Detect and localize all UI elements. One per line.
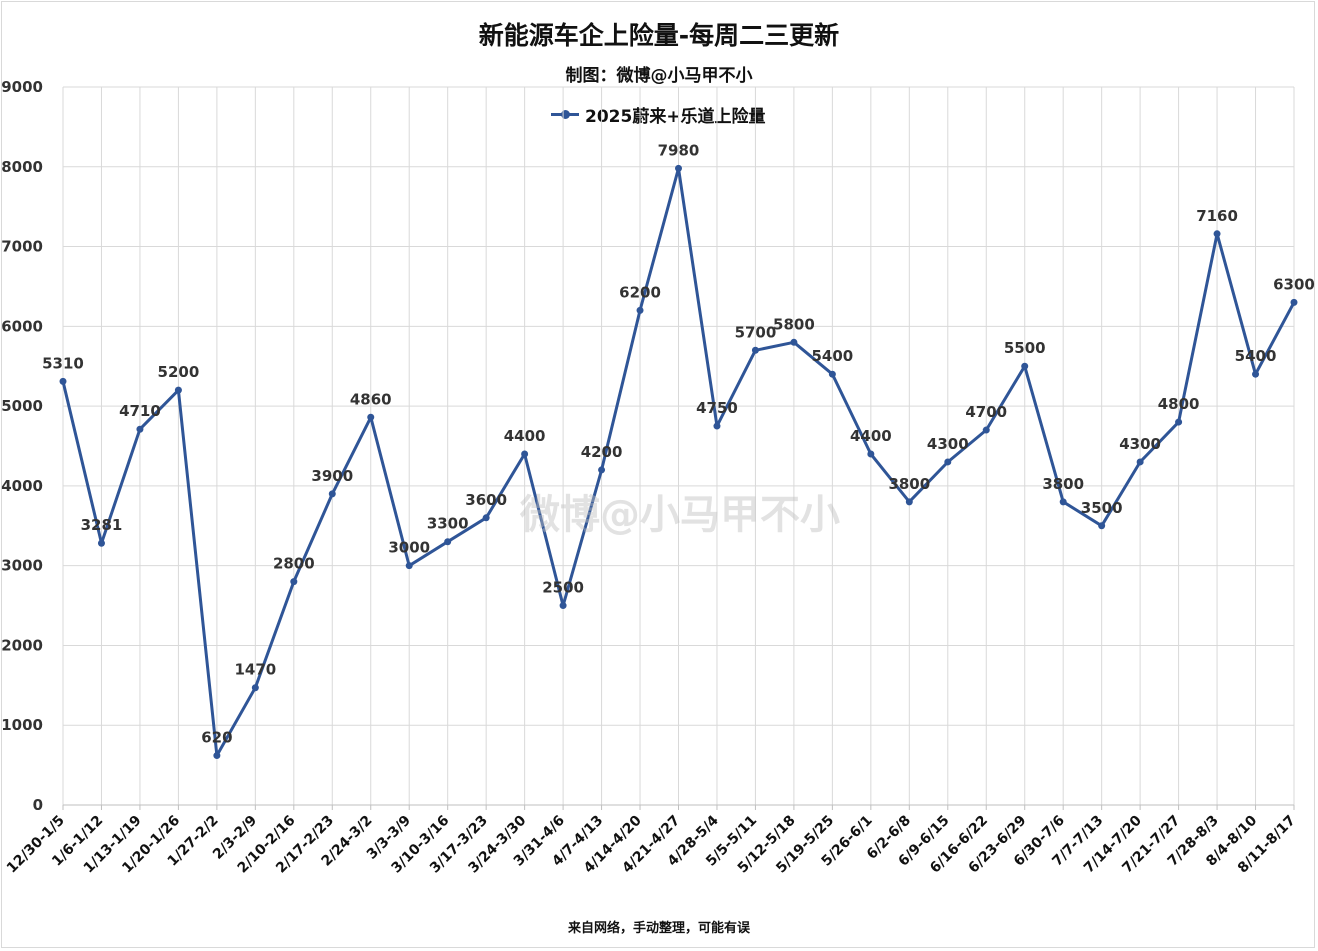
data-point: [59, 377, 67, 385]
data-label: 4300: [1119, 435, 1161, 453]
data-point: [1290, 298, 1298, 306]
data-label: 4700: [965, 403, 1007, 421]
y-tick-label: 4000: [1, 477, 43, 495]
data-point: [1213, 230, 1221, 238]
data-point: [97, 539, 105, 547]
y-tick-label: 1000: [1, 716, 43, 734]
data-point: [675, 164, 682, 172]
footer-note: 来自网络，手动整理，可能有误: [567, 921, 750, 936]
data-label: 3600: [465, 491, 507, 509]
y-tick-label: 6000: [1, 317, 43, 335]
data-label: 620: [201, 729, 232, 747]
data-point: [867, 450, 875, 458]
data-label: 5500: [1004, 339, 1046, 357]
y-tick-label: 7000: [1, 238, 43, 256]
data-point: [328, 490, 336, 498]
data-point: [1059, 498, 1067, 506]
data-label: 6300: [1273, 275, 1315, 293]
y-tick-label: 3000: [1, 557, 43, 575]
data-point: [790, 338, 798, 346]
data-point: [1021, 362, 1029, 370]
data-label: 3500: [1081, 499, 1123, 517]
data-point: [1175, 418, 1183, 426]
data-point: [598, 466, 606, 474]
data-label: 4710: [119, 402, 161, 420]
data-label: 5400: [812, 347, 854, 365]
data-label: 5310: [42, 354, 84, 372]
data-label: 5200: [158, 363, 200, 381]
data-point: [213, 752, 221, 760]
data-label: 4300: [927, 435, 969, 453]
data-label: 4400: [504, 427, 546, 445]
data-point: [482, 514, 490, 522]
data-point: [828, 370, 836, 378]
data-point: [521, 450, 529, 458]
data-label: 1470: [234, 661, 276, 679]
y-tick-label: 2000: [1, 636, 43, 654]
data-label: 7160: [1196, 207, 1238, 225]
data-label: 3800: [888, 475, 930, 493]
y-tick-label: 0: [33, 796, 43, 814]
data-point: [636, 306, 644, 314]
data-label: 3281: [81, 516, 123, 534]
data-label: 6200: [619, 283, 661, 301]
y-tick-label: 8000: [1, 158, 43, 176]
y-tick-label: 5000: [1, 397, 43, 415]
data-point: [1136, 458, 1144, 466]
data-point: [905, 498, 913, 506]
data-label: 4860: [350, 390, 392, 408]
chart-subtitle: 制图：微博@小马甲不小: [565, 66, 753, 86]
data-point: [444, 538, 452, 546]
chart-legend: 2025蔚来+乐道上险量: [551, 102, 766, 127]
data-label: 3000: [388, 539, 430, 557]
data-point: [1252, 370, 1260, 378]
data-label: 4400: [850, 427, 892, 445]
data-label: 4750: [696, 399, 738, 417]
data-label: 5400: [1235, 347, 1277, 365]
data-point: [405, 562, 413, 570]
data-label: 4800: [1158, 395, 1200, 413]
data-label: 2500: [542, 579, 584, 597]
y-tick-label: 9000: [1, 78, 43, 96]
data-label: 5800: [773, 315, 815, 333]
data-point: [251, 684, 259, 692]
data-point: [559, 602, 567, 610]
data-point: [751, 346, 759, 354]
data-point: [174, 386, 182, 394]
data-point: [290, 578, 298, 586]
data-point: [982, 426, 990, 434]
data-point: [713, 422, 721, 430]
data-label: 2800: [273, 555, 315, 573]
data-label: 7980: [658, 141, 700, 159]
data-point: [367, 413, 375, 421]
data-point: [1098, 522, 1106, 530]
chart-title: 新能源车企上险量-每周二三更新: [478, 21, 840, 50]
data-label: 3300: [427, 515, 469, 533]
legend-series-label: 2025蔚来+乐道上险量: [585, 106, 766, 127]
data-label: 3900: [311, 467, 353, 485]
data-point: [944, 458, 952, 466]
data-point: [136, 425, 144, 433]
data-label: 4200: [581, 443, 623, 461]
data-label: 3800: [1042, 475, 1084, 493]
legend-line-marker-icon: [551, 109, 579, 119]
data-label: 5700: [735, 323, 777, 341]
